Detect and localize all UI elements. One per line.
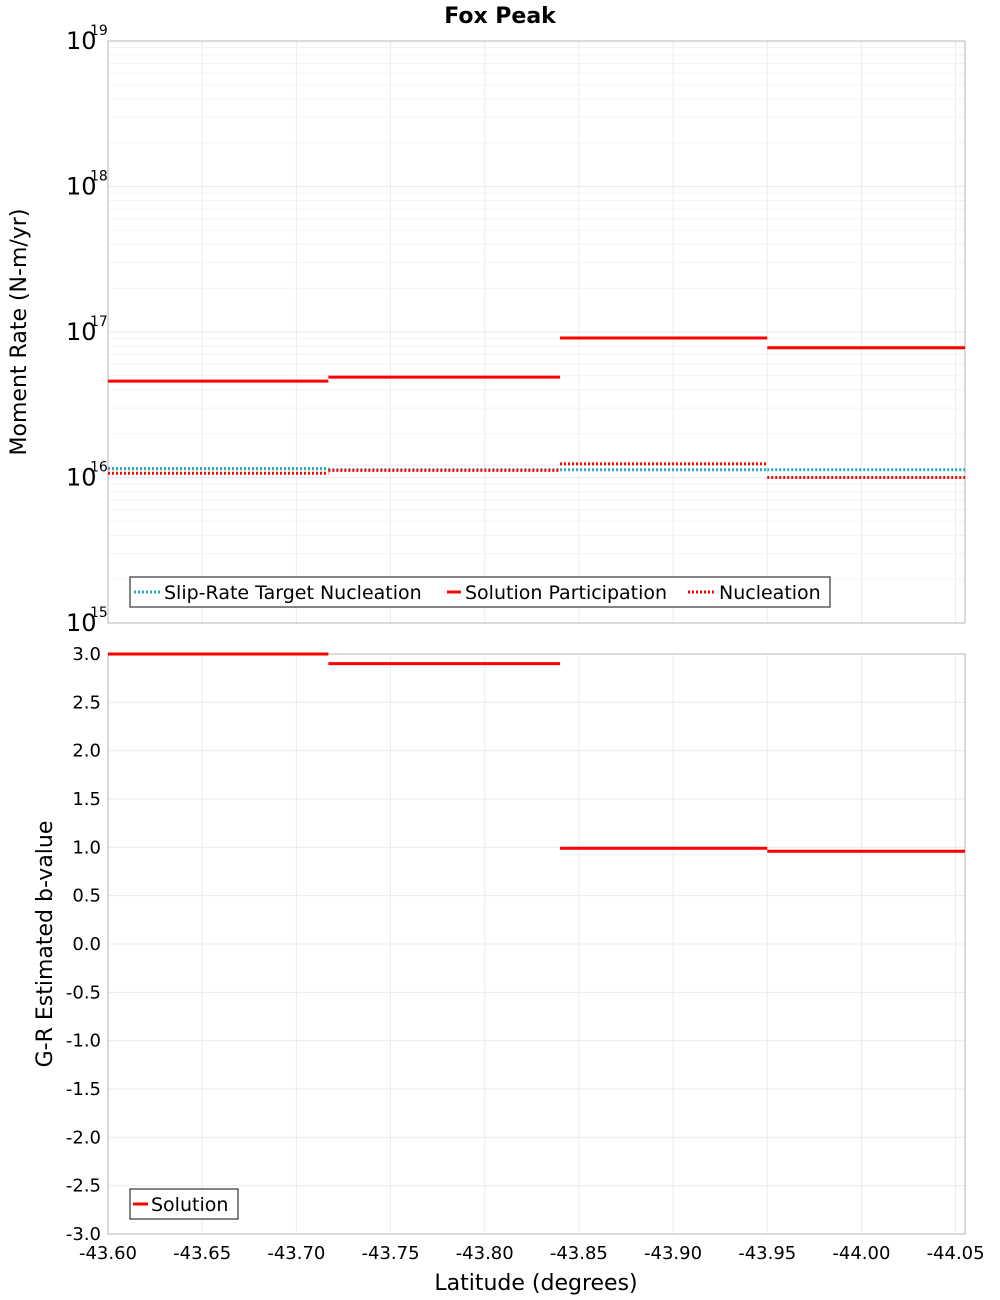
legend-label-nucleation: Nucleation (719, 582, 821, 604)
moment-rate-y-tick-exponent: 19 (90, 23, 108, 39)
b-value-y-tick-label: 0.0 (72, 934, 101, 955)
moment-rate-y-tick-base: 10 (66, 27, 97, 55)
moment-rate-y-axis-label: Moment Rate (N-m/yr) (7, 209, 32, 456)
moment-rate-y-tick-base: 10 (66, 318, 97, 346)
x-tick-label: -43.75 (362, 1243, 420, 1264)
moment-rate-plot-frame (107, 40, 966, 624)
x-tick-label: -44.00 (832, 1243, 890, 1264)
b-value-y-tick-label: -1.5 (66, 1079, 101, 1100)
x-tick-label: -43.90 (644, 1243, 702, 1264)
b-value-y-tick-label: -2.5 (66, 1176, 101, 1197)
moment-rate-y-tick-exponent: 15 (90, 605, 108, 621)
legend-label-solution-participation: Solution Participation (465, 582, 667, 604)
b-value-y-tick-label: -3.0 (66, 1224, 101, 1245)
x-tick-label: -43.70 (267, 1243, 325, 1264)
moment-rate-y-tick-exponent: 16 (90, 460, 108, 476)
x-tick-label: -43.95 (738, 1243, 796, 1264)
x-tick-label: -43.65 (173, 1243, 231, 1264)
b-value-legend: Solution (129, 1188, 239, 1220)
b-value-y-tick-label: 0.5 (72, 886, 101, 907)
moment-rate-y-tick-base: 10 (66, 464, 97, 492)
b-value-y-tick-label: 2.0 (72, 741, 101, 762)
b-value-y-tick-label: 1.0 (72, 837, 101, 858)
x-tick-label: -44.05 (927, 1243, 985, 1264)
moment-rate-y-tick-exponent: 17 (90, 314, 108, 330)
b-value-panel: 3.0 2.5 2.0 1.5 1.0 0.5 0.0 -0.5 -1.0 -1.5 -2.0 -2.… (33, 644, 985, 1296)
b-value-y-tick-label: 2.5 (72, 692, 101, 713)
x-tick-label: -43.85 (550, 1243, 608, 1264)
legend-label-slip-rate-target: Slip-Rate Target Nucleation (164, 582, 422, 604)
moment-rate-y-tick-base: 10 (66, 173, 97, 201)
moment-rate-legend: Slip-Rate Target Nucleation Solution Par… (129, 576, 831, 608)
b-value-y-tick-label: -0.5 (66, 982, 101, 1003)
x-tick-label: -43.80 (456, 1243, 514, 1264)
x-axis-label: Latitude (degrees) (434, 1271, 637, 1296)
legend-label-solution: Solution (151, 1194, 228, 1216)
b-value-y-tick-label: 1.5 (72, 789, 101, 810)
b-value-plot-frame (107, 653, 966, 1235)
x-tick-label: -43.60 (79, 1243, 137, 1264)
b-value-y-tick-label: -1.0 (66, 1031, 101, 1052)
b-value-y-tick-label: -2.0 (66, 1127, 101, 1148)
moment-rate-y-tick-exponent: 18 (90, 169, 108, 185)
b-value-y-tick-label: 3.0 (72, 644, 101, 665)
b-value-y-axis-label: G-R Estimated b-value (33, 821, 58, 1068)
moment-rate-y-tick-base: 10 (66, 609, 97, 637)
chart-title: Fox Peak (444, 4, 557, 29)
